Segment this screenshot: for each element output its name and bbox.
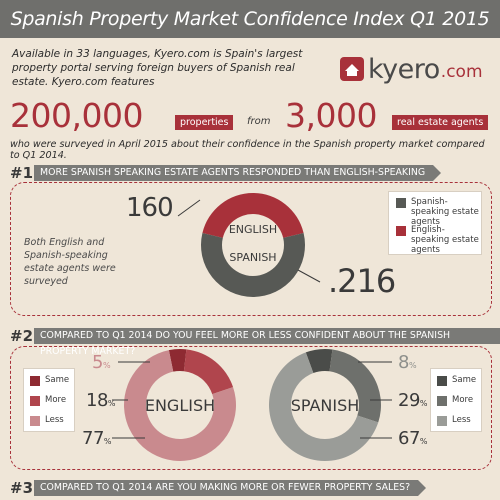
- section1-note: Both English and Spanish-speaking estate…: [24, 237, 116, 287]
- spanish-same-pct: 8%: [398, 352, 417, 373]
- spanish-count-leader: [297, 269, 321, 283]
- survey-line: who were surveyed in April 2015 about th…: [10, 139, 485, 161]
- section3-title: COMPARED TO Q1 2014 ARE YOU MAKING MORE …: [34, 480, 427, 496]
- header-bar: Spanish Property Market Confidence Index…: [0, 0, 500, 38]
- spanish-confidence-donut-slice-2: [269, 352, 379, 462]
- spanish-donut-label: SPANISH: [291, 396, 360, 415]
- legend-swatch: [437, 396, 447, 406]
- section1-header: #1 MORE SPANISH SPEAKING ESTATE AGENTS R…: [0, 163, 500, 183]
- spanish-more-pct: 29%: [398, 390, 428, 411]
- legend-label: Less: [45, 415, 64, 425]
- spanish-legend: Same More Less: [430, 368, 482, 432]
- english-count-leader: [177, 199, 201, 217]
- english-confidence-donut-slice-1: [183, 349, 234, 395]
- legend-label: More: [452, 395, 474, 405]
- english-donut-label: ENGLISH: [145, 396, 215, 415]
- stats-row: 200,000 properties from 3,000 real estat…: [10, 96, 490, 136]
- agents-label: real estate agents: [392, 115, 489, 130]
- legend-item-more: More: [437, 395, 473, 406]
- legend-swatch: [30, 376, 40, 386]
- section1-box: [10, 182, 492, 316]
- legend-item-spanish: Spanish-speaking estate agents: [396, 197, 480, 227]
- legend-label: More: [45, 395, 67, 405]
- legend-swatch: [30, 416, 40, 426]
- section1-donut-slice-1: [201, 232, 305, 297]
- legend-swatch: [437, 416, 447, 426]
- section2-title: COMPARED TO Q1 2014 DO YOU FEEL MORE OR …: [34, 328, 500, 357]
- english-same-pct: 5%: [92, 352, 111, 373]
- legend-swatch: [396, 226, 406, 236]
- legend-item-same: Same: [437, 375, 476, 386]
- section1-legend: Spanish-speaking estate agents English-s…: [388, 191, 482, 255]
- legend-label: English-speaking estate agents: [411, 225, 479, 255]
- english-count: 160: [126, 193, 174, 223]
- legend-swatch: [396, 198, 406, 208]
- logo-word: kyero: [368, 53, 440, 85]
- legend-item-english: English-speaking estate agents: [396, 225, 480, 255]
- legend-item-same: Same: [30, 375, 69, 386]
- spanish-confidence-donut-slice-0: [305, 349, 333, 374]
- properties-label: properties: [175, 115, 234, 130]
- legend-swatch: [437, 376, 447, 386]
- english-legend: Same More Less: [23, 368, 75, 432]
- legend-item-more: More: [30, 395, 66, 406]
- spanish-count: .216: [328, 262, 396, 300]
- logo-suffix: .com: [440, 62, 483, 82]
- section2-header: #2 COMPARED TO Q1 2014 DO YOU FEEL MORE …: [0, 326, 500, 357]
- legend-label: Same: [452, 375, 477, 385]
- legend-item-less: Less: [30, 415, 64, 426]
- section2-number: #2: [10, 327, 34, 345]
- section3-number: #3: [10, 479, 34, 497]
- section1-donut-slice-0: [202, 192, 304, 238]
- page-title: Spanish Property Market Confidence Index…: [10, 8, 490, 30]
- legend-swatch: [30, 396, 40, 406]
- section2-box: [10, 346, 492, 470]
- legend-label: Same: [45, 375, 70, 385]
- kyero-logo[interactable]: kyero .com: [340, 52, 483, 86]
- english-more-pct: 18%: [86, 390, 116, 411]
- legend-item-less: Less: [437, 415, 471, 426]
- english-less-pct: 77%: [82, 428, 112, 449]
- donut-label-english: ENGLISH: [229, 223, 277, 236]
- spanish-less-pct: 67%: [398, 428, 428, 449]
- section3-header: #3 COMPARED TO Q1 2014 ARE YOU MAKING MO…: [0, 478, 500, 498]
- english-confidence-donut-slice-2: [124, 350, 236, 462]
- intro-text: Available in 33 languages, Kyero.com is …: [12, 48, 303, 88]
- donut-label-spanish: SPANISH: [229, 251, 276, 264]
- legend-label: Less: [452, 415, 471, 425]
- properties-count: 200,000: [10, 96, 143, 135]
- section1-number: #1: [10, 164, 34, 182]
- agents-count: 3,000: [285, 96, 377, 135]
- from-word: from: [247, 116, 271, 127]
- house-icon: [340, 57, 364, 81]
- legend-label: Spanish-speaking estate agents: [411, 197, 479, 227]
- section1-title: MORE SPANISH SPEAKING ESTATE AGENTS RESP…: [34, 165, 442, 181]
- spanish-confidence-donut-slice-1: [329, 349, 382, 423]
- english-confidence-donut-slice-0: [168, 349, 187, 372]
